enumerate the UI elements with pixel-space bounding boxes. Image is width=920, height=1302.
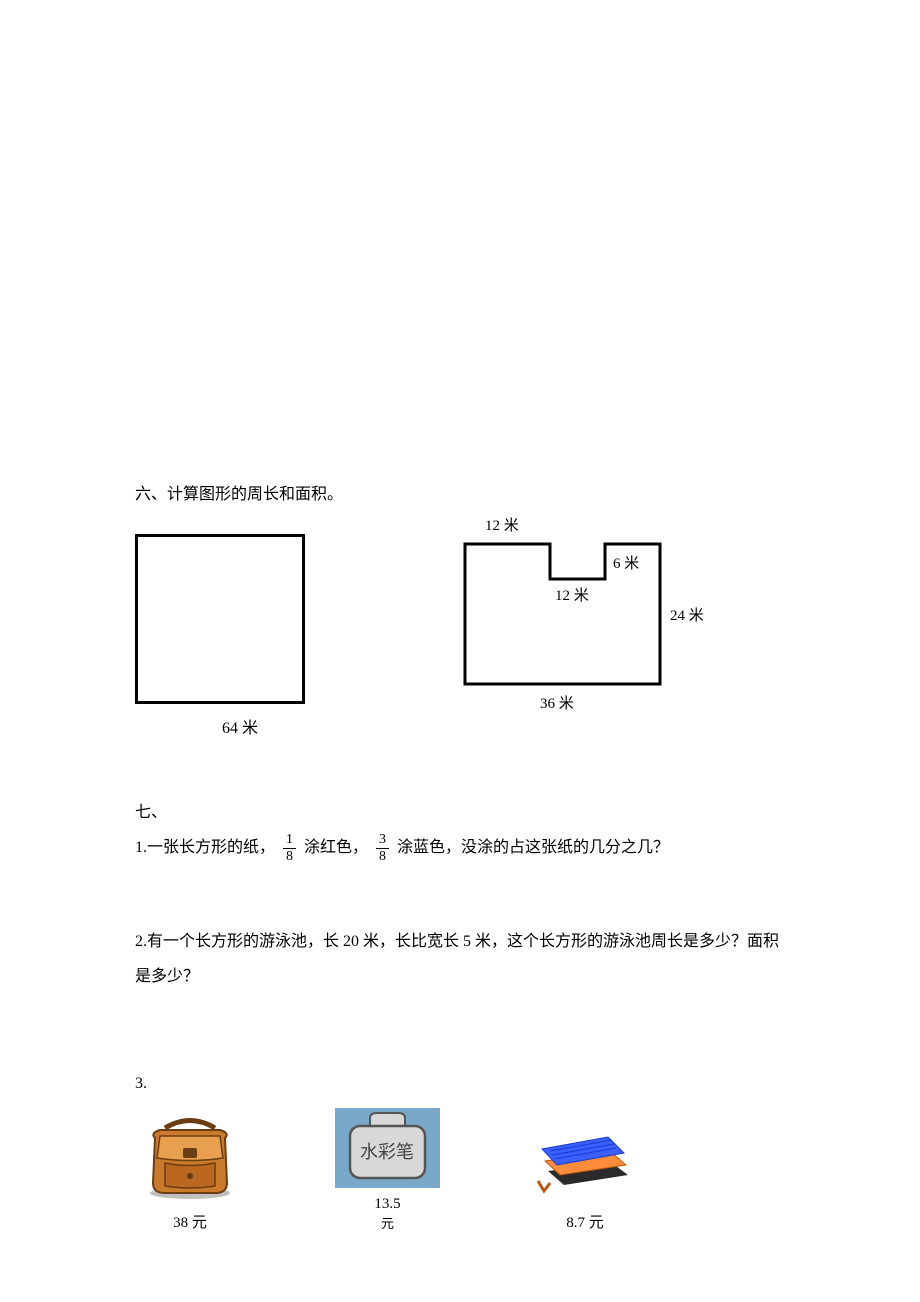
question-1: 1.一张长方形的纸， 1 8 涂红色， 3 8 涂蓝色，没涂的占这张纸的几分之几… bbox=[135, 832, 785, 864]
books-icon bbox=[530, 1123, 640, 1203]
u-shape-svg bbox=[455, 534, 675, 694]
square-shape: 64 米 bbox=[135, 534, 315, 738]
books-price: 8.7 元 bbox=[530, 1211, 640, 1232]
items-row: 38 元 水彩笔 13.5 元 bbox=[135, 1108, 785, 1232]
label-bottom: 36 米 bbox=[540, 692, 574, 713]
bag-icon bbox=[135, 1108, 245, 1203]
paint-icon: 水彩笔 bbox=[335, 1108, 440, 1188]
square-label: 64 米 bbox=[135, 714, 315, 738]
question-3: 3. 38 元 bbox=[135, 1075, 785, 1232]
question-2: 2.有一个长方形的游泳池，长 20 米，长比宽长 5 米，这个长方形的游泳池周长… bbox=[135, 924, 785, 994]
q1-mid1: 涂红色， bbox=[304, 839, 368, 856]
fraction-1: 1 8 bbox=[283, 832, 296, 864]
label-notch-bottom: 12 米 bbox=[555, 584, 589, 605]
u-shape: 12 米 6 米 12 米 24 米 36 米 bbox=[435, 534, 705, 738]
bag-price: 38 元 bbox=[135, 1211, 245, 1232]
label-notch-right: 6 米 bbox=[613, 552, 639, 573]
shapes-row: 64 米 12 米 6 米 12 米 24 米 36 米 bbox=[135, 534, 785, 738]
frac2-den: 8 bbox=[376, 849, 389, 864]
frac1-num: 1 bbox=[283, 832, 296, 848]
q1-pre: 1.一张长方形的纸， bbox=[135, 839, 275, 856]
section-6-title: 六、计算图形的周长和面积。 bbox=[135, 480, 785, 504]
section-7-title: 七、 bbox=[135, 798, 785, 822]
frac2-num: 3 bbox=[376, 832, 389, 848]
item-books: 8.7 元 bbox=[530, 1123, 640, 1232]
svg-text:水彩笔: 水彩笔 bbox=[360, 1142, 414, 1162]
label-right: 24 米 bbox=[670, 604, 704, 625]
frac1-den: 8 bbox=[283, 849, 296, 864]
q1-mid2: 涂蓝色，没涂的占这张纸的几分之几？ bbox=[397, 839, 669, 856]
paint-price: 13.5 bbox=[335, 1196, 440, 1213]
q3-num: 3. bbox=[135, 1075, 785, 1093]
label-top-left: 12 米 bbox=[485, 514, 519, 535]
square-box bbox=[135, 534, 305, 704]
item-bag: 38 元 bbox=[135, 1108, 245, 1232]
item-paint: 水彩笔 13.5 元 bbox=[335, 1108, 440, 1232]
fraction-2: 3 8 bbox=[376, 832, 389, 864]
section-7: 七、 1.一张长方形的纸， 1 8 涂红色， 3 8 涂蓝色，没涂的占这张纸的几… bbox=[135, 798, 785, 1232]
paint-price-sub: 元 bbox=[335, 1213, 440, 1232]
